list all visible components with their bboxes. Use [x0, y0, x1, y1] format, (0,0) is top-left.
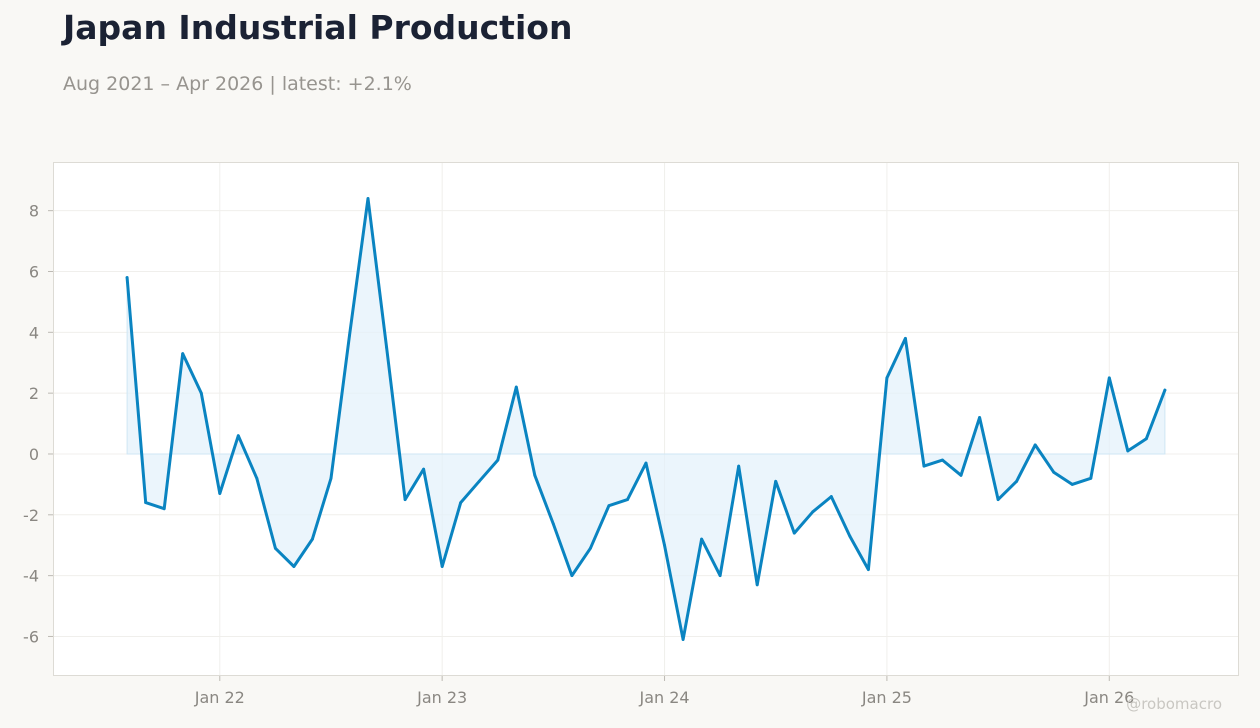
data-point: 2024-10: -1.4	[829, 495, 833, 498]
data-point: 2025-08: -0.9	[1015, 479, 1019, 483]
data-point: 2022-06: -2.8	[311, 537, 314, 541]
y-tick-label: -4	[23, 567, 39, 586]
data-point: 2024-03: -2.8	[700, 537, 703, 541]
data-point: 2024-11: -2.7	[848, 534, 852, 538]
x-axis: Jan 22 Jan 23 Jan 24 Jan 25 Jan 26	[194, 676, 1134, 707]
data-points: 2021-08: 5.8 2021-09: -1.6 2021-10: -1.8 20…	[125, 197, 1167, 641]
data-point: 2025-01: 2.5	[885, 376, 889, 380]
y-tick-label: 8	[29, 202, 39, 221]
data-point: 2025-09: 0.3	[1033, 443, 1037, 447]
data-point: 2024-05: -0.4	[737, 464, 741, 468]
data-point: 2023-05: 2.2	[514, 385, 518, 389]
data-point: 2023-03: -0.9	[477, 479, 481, 483]
data-point: 2025-10: -0.6	[1052, 470, 1056, 474]
data-point: 2024-06: -4.3	[755, 583, 759, 587]
data-point: 2023-12: -0.3	[644, 461, 648, 465]
data-point: 2025-06: 1.2	[978, 416, 981, 419]
data-point: 2024-07: -0.9	[774, 479, 778, 483]
y-tick-label: 0	[29, 445, 39, 464]
y-tick-label: 6	[29, 262, 39, 281]
data-point: 2024-09: -1.9	[811, 510, 815, 514]
data-point: 2022-02: 0.6	[236, 434, 240, 438]
data-point: 2022-07: -0.8	[329, 476, 333, 480]
data-point: 2022-03: -0.8	[255, 476, 259, 480]
data-point: 2025-02: 3.8	[904, 337, 907, 340]
data-point: 2021-08: 5.8	[125, 276, 129, 279]
data-point: 2025-12: -0.8	[1089, 476, 1093, 480]
data-point: 2023-08: -4	[570, 574, 574, 578]
data-point: 2026-03: 0.5	[1144, 437, 1148, 441]
data-point: 2021-09: -1.6	[144, 501, 148, 505]
plot-border	[53, 162, 1239, 676]
data-point: 2025-11: -1	[1070, 482, 1074, 486]
y-tick-label: -6	[23, 627, 39, 646]
data-point: 2025-03: -0.4	[922, 464, 926, 468]
x-tick-label: Jan 23	[416, 688, 467, 707]
plot-area	[53, 162, 1239, 676]
chart-title: Japan Industrial Production	[63, 8, 573, 47]
data-point: 2023-01: -3.7	[440, 565, 444, 568]
y-tick-label: 2	[29, 384, 39, 403]
data-point: 2024-01: -3	[663, 543, 666, 547]
data-point: 2021-11: 3.3	[181, 352, 185, 356]
data-point: 2022-08: 3.9	[348, 333, 351, 337]
data-point: 2023-09: -3.1	[589, 546, 592, 550]
data-point: 2022-05: -3.7	[292, 565, 296, 568]
data-point: 2023-10: -1.7	[607, 504, 611, 508]
watermark: @robomacro	[1126, 695, 1222, 713]
x-tick-label: Jan 24	[638, 688, 689, 707]
data-point: 2025-04: -0.2	[941, 458, 944, 462]
x-tick-label: Jan 25	[861, 688, 912, 707]
data-point: 2024-08: -2.6	[792, 531, 796, 535]
data-point: 2023-07: -2.3	[551, 522, 555, 526]
x-tick-label: Jan 26	[1083, 688, 1134, 707]
y-tick-label: -2	[23, 506, 39, 525]
data-point: 2023-02: -1.6	[459, 501, 463, 505]
data-point: 2021-10: -1.8	[162, 507, 166, 511]
data-point: 2022-11: -1.5	[403, 498, 407, 501]
data-point: 2023-06: -0.7	[533, 473, 537, 477]
data-point: 2021-12: 2	[199, 391, 203, 395]
data-point: 2022-09: 8.4	[366, 197, 370, 200]
data-point: 2022-01: -1.3	[218, 492, 222, 495]
data-point: 2024-02: -6.1	[681, 638, 685, 641]
data-point: 2026-02: 0.1	[1126, 449, 1130, 453]
chart-subtitle: Aug 2021 – Apr 2026 | latest: +2.1%	[63, 73, 412, 95]
data-point: 2026-01: 2.5	[1107, 376, 1111, 380]
data-point: 2024-12: -3.8	[866, 568, 870, 571]
data-point: 2022-12: -0.5	[422, 467, 426, 471]
data-point: 2025-07: -1.5	[996, 498, 1000, 501]
y-tick-label: 4	[29, 323, 39, 342]
data-point: 2025-05: -0.7	[959, 473, 963, 477]
data-point: 2023-11: -1.5	[626, 498, 629, 501]
grid-lines	[53, 162, 1239, 676]
data-point: 2023-04: -0.2	[496, 458, 500, 462]
data-point: 2022-04: -3.1	[273, 546, 277, 550]
data-point: 2026-04: 2.1	[1163, 388, 1167, 392]
data-point: 2022-10: 3.5	[385, 346, 388, 349]
data-point: 2024-04: -4	[718, 574, 722, 578]
x-tick-label: Jan 22	[194, 688, 245, 707]
y-axis: 8 6 4 2 0 -2 -4 -6	[23, 202, 53, 646]
